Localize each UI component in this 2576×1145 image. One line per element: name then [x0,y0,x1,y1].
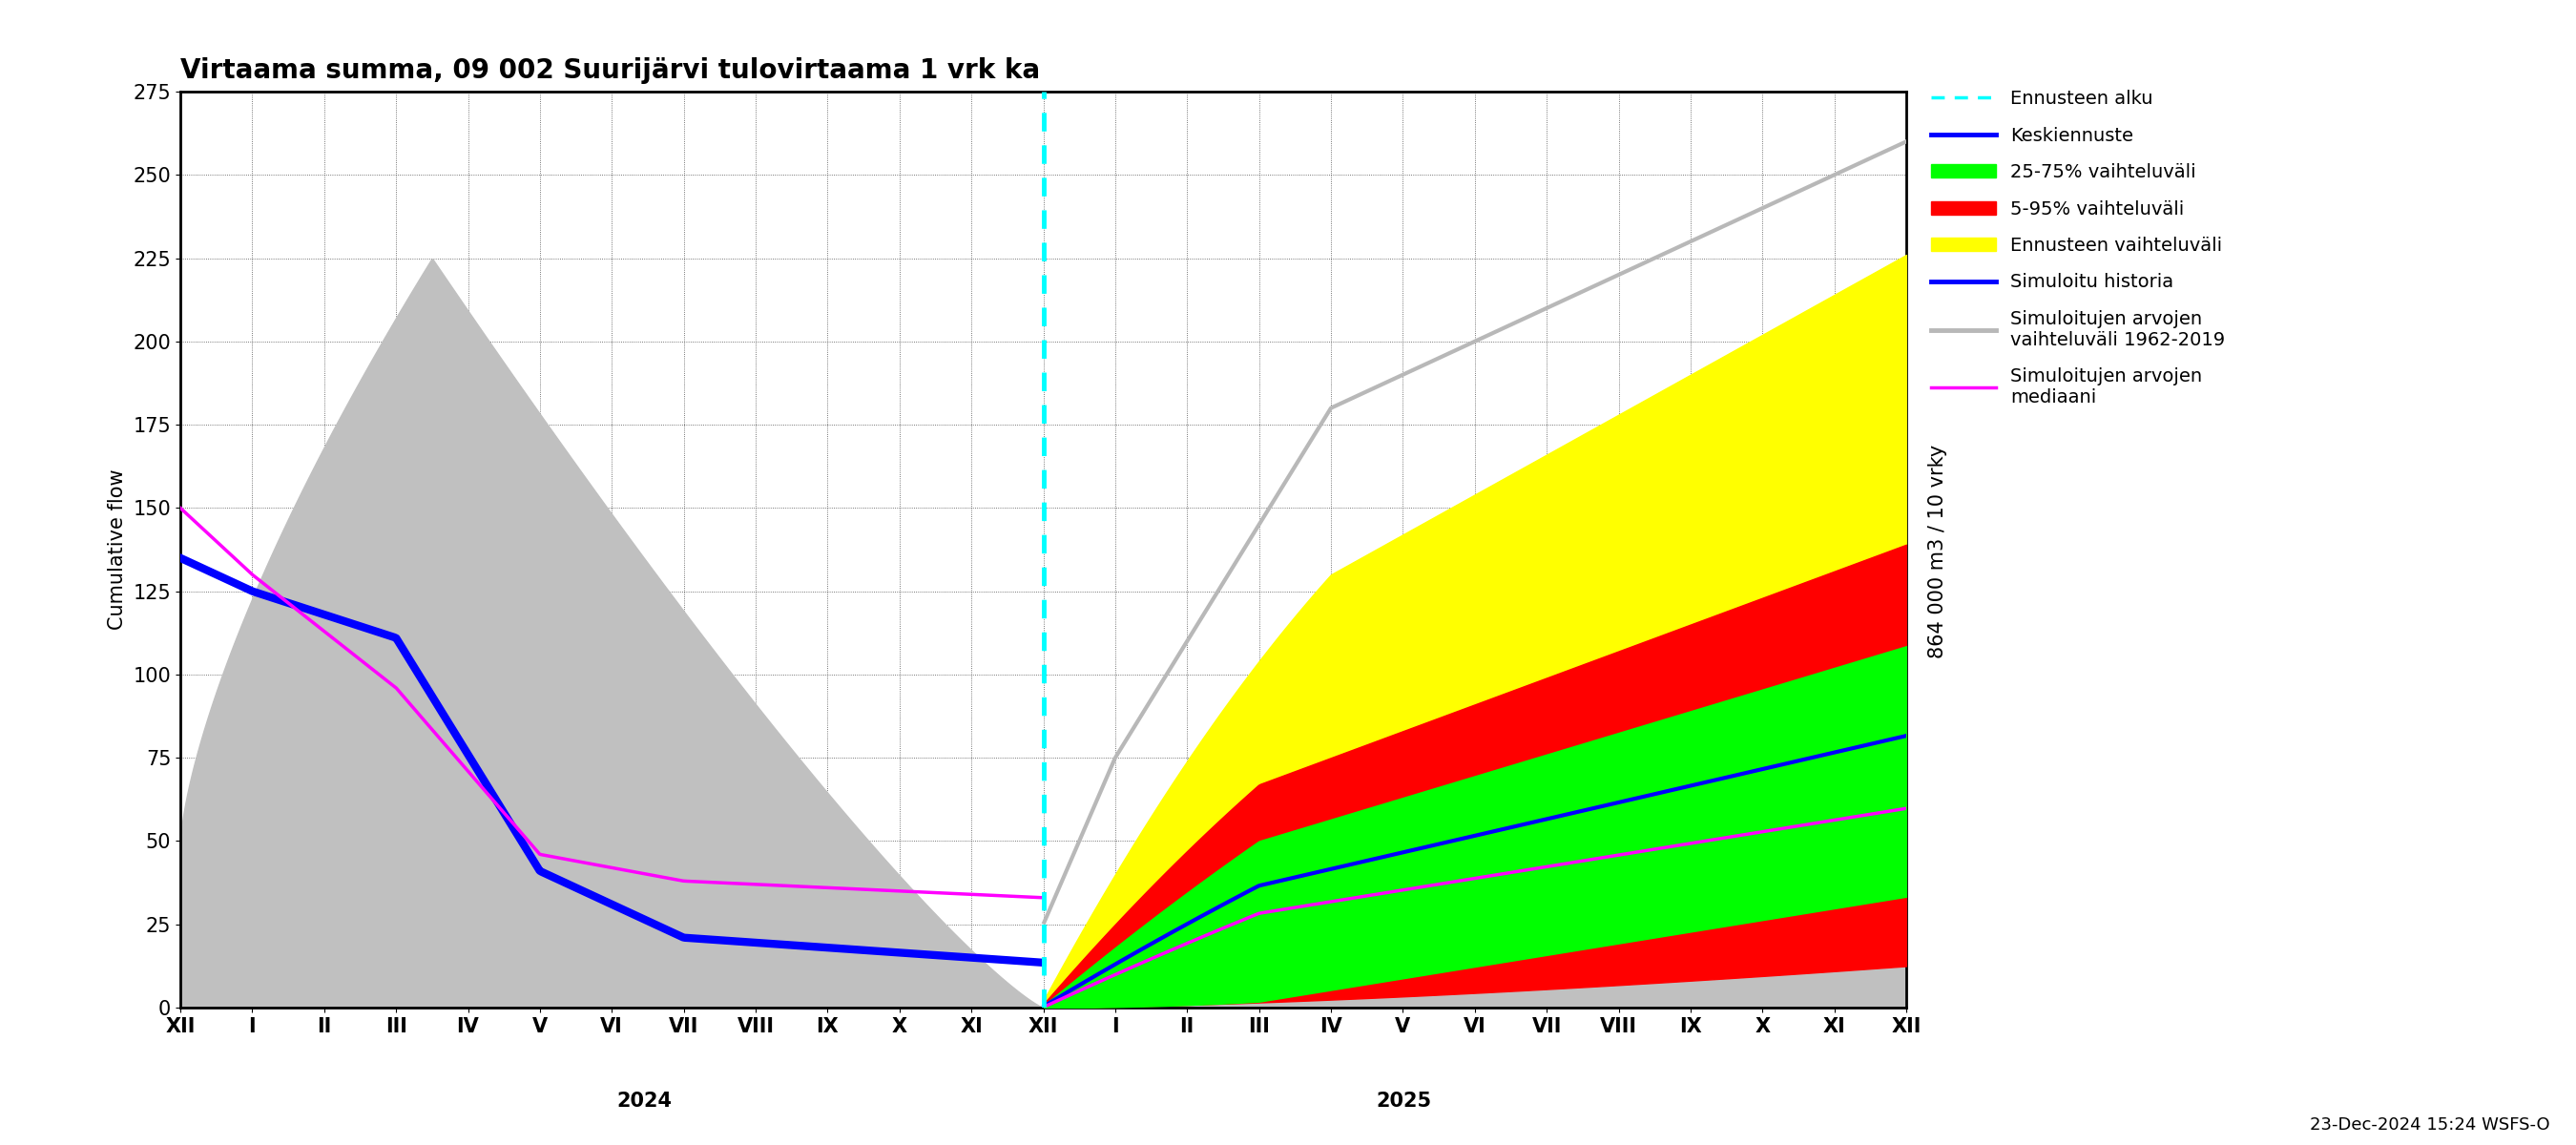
Legend: Ennusteen alku, Keskiennuste, 25-75% vaihteluväli, 5-95% vaihteluväli, Ennusteen: Ennusteen alku, Keskiennuste, 25-75% vai… [1924,82,2233,414]
Text: 23-Dec-2024 15:24 WSFS-O: 23-Dec-2024 15:24 WSFS-O [2311,1116,2550,1134]
Text: Virtaama summa, 09 002 Suurijärvi tulovirtaama 1 vrk ka: Virtaama summa, 09 002 Suurijärvi tulovi… [180,57,1041,84]
Text: 864 000 m3 / 10 vrky: 864 000 m3 / 10 vrky [1927,444,1947,658]
Text: 2025: 2025 [1376,1091,1432,1111]
Text: 2024: 2024 [616,1091,672,1111]
Y-axis label: Cumulative flow: Cumulative flow [108,469,126,630]
